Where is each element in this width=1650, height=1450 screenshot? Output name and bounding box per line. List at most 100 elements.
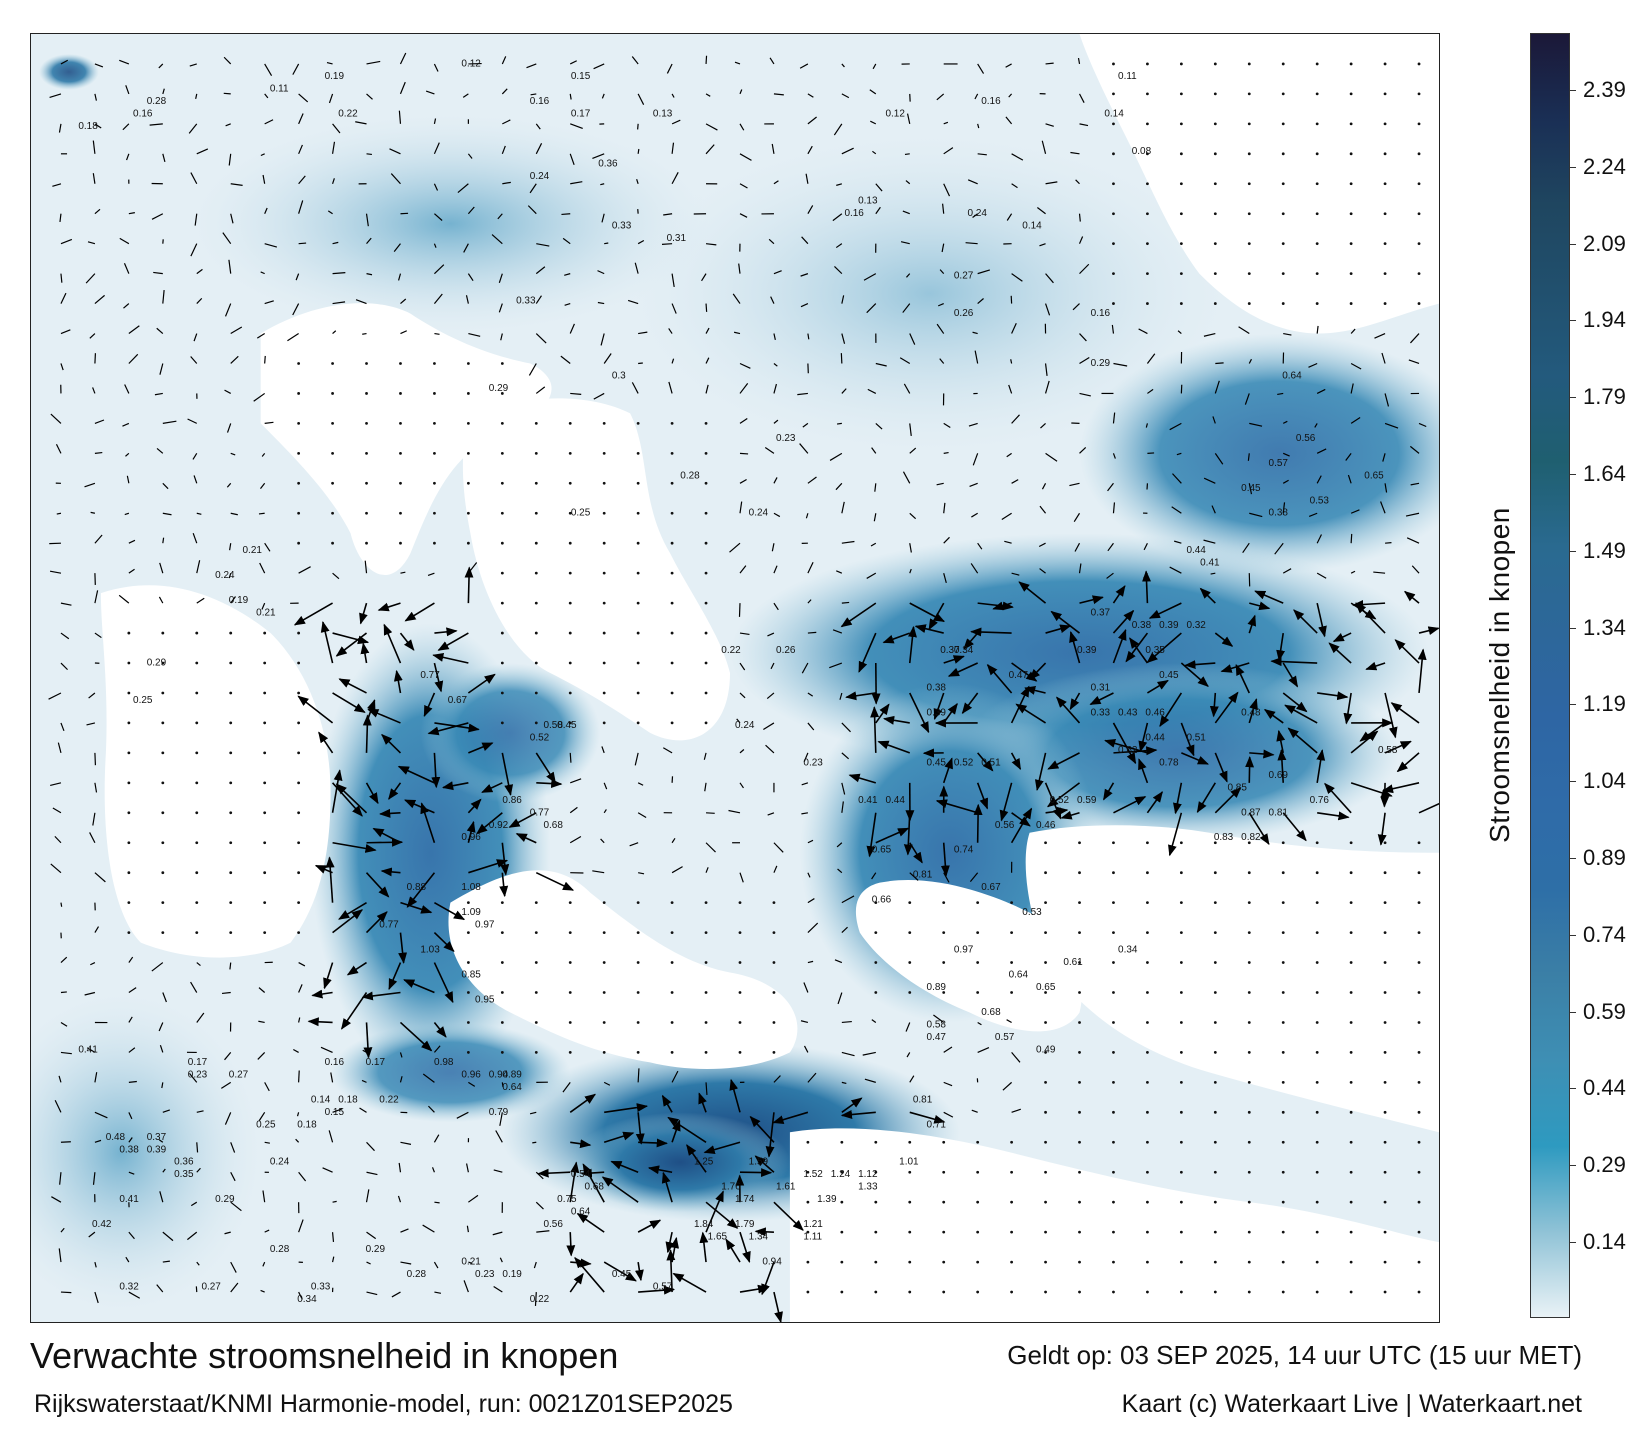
land-grid-dot <box>976 1140 980 1144</box>
land-grid-dot <box>1044 1290 1047 1294</box>
current-arrow <box>971 1109 978 1113</box>
current-arrow <box>1381 352 1386 364</box>
current-arrow <box>502 181 511 185</box>
land-grid-dot <box>127 691 131 695</box>
current-arrow <box>364 560 368 574</box>
current-arrow <box>264 355 266 364</box>
current-arrow <box>1045 62 1054 65</box>
current-arrow <box>381 733 402 754</box>
colorbar-tick-mark <box>1570 397 1576 399</box>
speed-value-label: 0.68 <box>585 1182 605 1193</box>
land-grid-dot <box>466 931 470 935</box>
speed-value-label: 0.81 <box>913 870 933 881</box>
current-arrow <box>434 627 458 637</box>
speed-value-label: 0.31 <box>1091 682 1111 693</box>
land-grid-dot <box>500 541 504 545</box>
colorbar-tick-label: 2.39 <box>1583 77 1626 102</box>
speed-value-label: 0.18 <box>78 121 98 132</box>
land-grid-dot <box>1417 1170 1421 1174</box>
current-arrow <box>60 273 63 283</box>
current-arrow <box>196 560 201 574</box>
colorbar-tick-mark <box>1570 90 1576 91</box>
current-arrow <box>570 778 582 784</box>
current-arrow <box>287 333 299 342</box>
land-grid-dot <box>1349 901 1353 905</box>
current-arrow <box>89 333 96 339</box>
current-arrow <box>230 1142 236 1153</box>
land-grid-dot <box>1383 1200 1387 1204</box>
northeast-current-zone <box>1079 333 1439 574</box>
current-arrow <box>1418 802 1439 814</box>
land-grid-dot <box>195 631 199 635</box>
current-arrow <box>54 1099 62 1113</box>
current-arrow <box>909 692 930 734</box>
land-grid-dot <box>670 661 674 665</box>
land-grid-dot <box>534 571 538 575</box>
current-arrow <box>128 325 140 335</box>
land-grid-dot <box>1315 62 1319 66</box>
current-arrow <box>1041 483 1047 490</box>
current-arrow <box>1287 727 1318 754</box>
current-arrow <box>1405 512 1420 517</box>
land-grid-dot <box>1281 1170 1285 1174</box>
current-arrow <box>600 183 605 186</box>
current-arrow <box>637 1219 662 1233</box>
current-arrow <box>498 303 503 313</box>
current-arrow <box>533 1261 537 1269</box>
current-arrow <box>705 303 708 312</box>
current-arrow <box>1350 730 1379 754</box>
current-arrow <box>422 1073 435 1083</box>
current-speed-map[interactable]: 0.18 0.28 0.16 0.11 0.19 0.22 0.12 0.15 0.17 0.13… <box>30 33 1440 1323</box>
current-arrow <box>973 803 983 843</box>
current-arrow <box>433 662 444 693</box>
land-grid-dot <box>1383 901 1387 905</box>
current-arrow <box>832 213 843 222</box>
current-arrow <box>433 1045 441 1053</box>
current-arrow <box>229 543 232 551</box>
current-arrow <box>262 1190 266 1203</box>
current-arrow <box>1196 782 1216 814</box>
current-arrow <box>230 1171 236 1182</box>
current-arrow <box>866 303 877 314</box>
current-arrow <box>399 81 406 95</box>
current-arrow <box>992 601 1012 611</box>
current-arrow <box>1138 758 1149 784</box>
current-arrow <box>298 962 306 967</box>
colorbar-tick-label: 1.64 <box>1583 461 1626 486</box>
land-southern-peninsula <box>855 880 1083 1032</box>
land-grid-dot <box>1417 122 1421 126</box>
current-arrow <box>1078 93 1085 103</box>
land-grid-dot <box>568 631 572 635</box>
current-arrow <box>94 1111 108 1119</box>
land-grid-dot <box>1383 302 1387 305</box>
current-arrow <box>298 1171 307 1182</box>
current-arrow <box>320 620 334 664</box>
current-arrow <box>535 386 546 394</box>
current-arrow <box>462 93 469 98</box>
current-arrow <box>530 93 537 96</box>
current-arrow <box>359 602 368 625</box>
current-arrow <box>835 482 843 491</box>
current-arrow <box>1044 363 1048 376</box>
land-grid-dot <box>1179 122 1183 126</box>
land-grid-dot <box>1281 302 1285 305</box>
current-arrow <box>230 355 239 364</box>
current-arrow <box>332 301 346 305</box>
land-grid-dot <box>1281 242 1285 246</box>
current-arrow <box>570 123 583 130</box>
current-arrow <box>1010 359 1013 364</box>
current-arrow <box>569 1161 580 1203</box>
current-arrow <box>773 333 776 340</box>
current-arrow <box>841 295 845 304</box>
land-grid-dot <box>433 511 436 515</box>
land-grid-dot <box>1146 1200 1149 1204</box>
current-arrow <box>359 1107 367 1113</box>
land-grid-dot <box>399 392 402 395</box>
current-arrow <box>739 782 744 789</box>
current-arrow <box>754 1227 774 1237</box>
current-arrow <box>1037 207 1046 215</box>
current-arrow <box>1282 452 1290 457</box>
speed-value-label: 0.23 <box>776 433 796 444</box>
land-grid-dot <box>1383 122 1387 126</box>
land-grid-dot <box>500 631 504 635</box>
